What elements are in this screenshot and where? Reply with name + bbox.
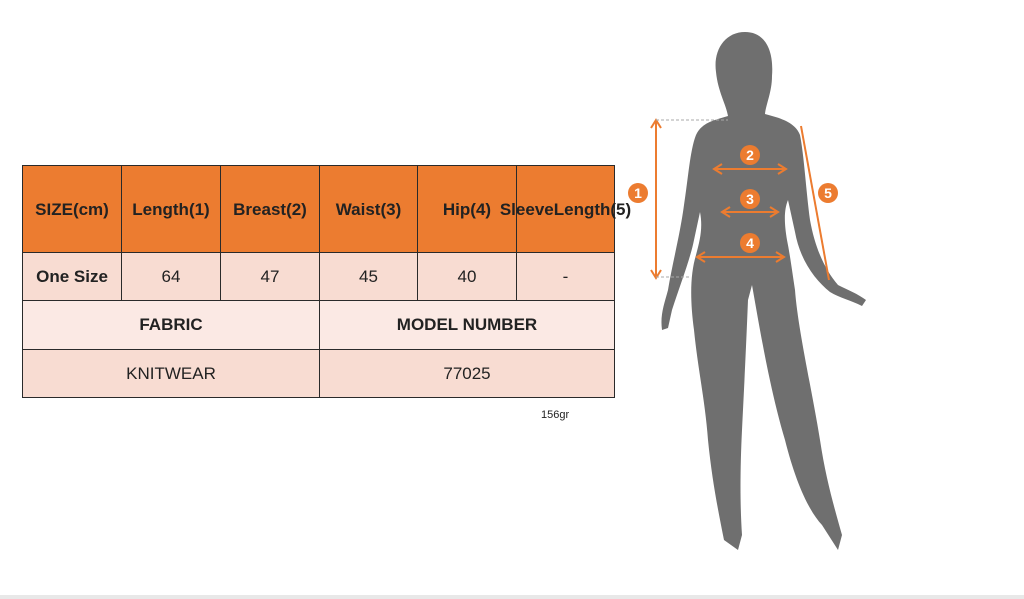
marker-3-label: 3: [746, 191, 754, 207]
marker-1-label: 1: [634, 185, 642, 201]
fabric-header: FABRIC: [22, 300, 320, 350]
marker-5-label: 5: [824, 185, 832, 201]
cell-hip: 40: [417, 252, 517, 301]
marker-badges: [628, 145, 838, 253]
marker-3-icon: [740, 189, 760, 209]
weight-label: 156gr: [541, 409, 570, 421]
cell-sleeve: -: [516, 252, 615, 301]
marker-5-icon: [818, 183, 838, 203]
fabric-value: KNITWEAR: [22, 349, 320, 398]
cell-waist: 45: [319, 252, 418, 301]
model-number-value: 77025: [319, 349, 615, 398]
header-hip: Hip (4): [417, 165, 517, 253]
header-breast: Breast (2): [220, 165, 320, 253]
marker-1-icon: [628, 183, 648, 203]
bottom-divider: [0, 595, 1024, 599]
silhouette: [661, 32, 866, 550]
marker-4-icon: [740, 233, 760, 253]
marker-4-label: 4: [746, 235, 754, 251]
cell-breast: 47: [220, 252, 320, 301]
marker-2-icon: [740, 145, 760, 165]
header-waist: Waist (3): [319, 165, 418, 253]
marker-2-label: 2: [746, 147, 754, 163]
header-sleeve-length: Sleeve Length (5): [500, 165, 631, 253]
cell-size: One Size: [22, 252, 122, 301]
header-size: SIZE (cm): [22, 165, 122, 253]
